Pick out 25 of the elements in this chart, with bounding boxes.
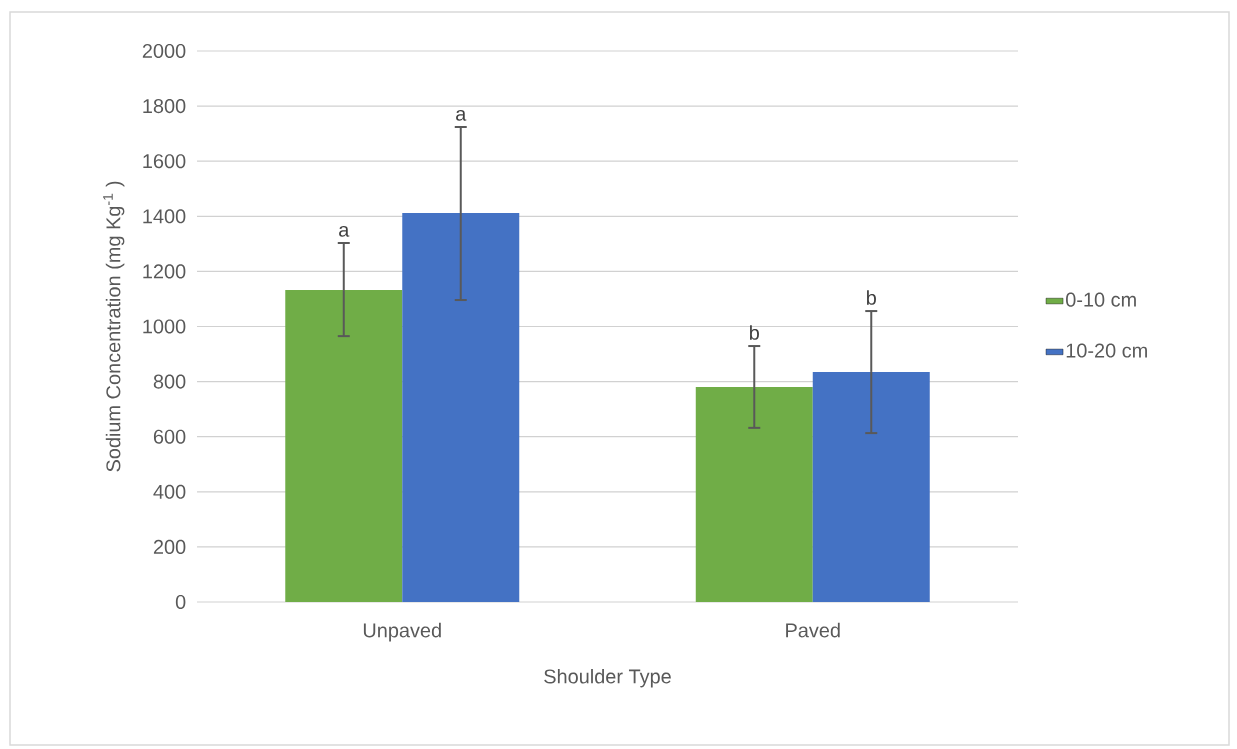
y-tick-label: 800	[153, 374, 186, 389]
y-tick-label: 1400	[143, 209, 186, 224]
x-tick-label: Paved	[786, 622, 840, 638]
y-tick-label: 400	[153, 484, 186, 499]
annotation: a	[456, 109, 467, 121]
y-tick-label: 1800	[143, 99, 186, 114]
bar	[402, 212, 520, 602]
y-tick-label: 600	[153, 429, 186, 444]
legend-label: 10-20 cm	[1066, 343, 1147, 358]
legend-label: 0-10 cm	[1066, 292, 1136, 307]
y-tick-label: 200	[153, 539, 186, 554]
y-axis-title: Sodium Concentration (mg Kg$^{-1}$ )	[103, 181, 125, 472]
y-tick-label: 1000	[143, 319, 186, 334]
x-axis-title: Shoulder Type	[544, 668, 671, 688]
bar	[812, 371, 930, 602]
x-tick-label: Unpaved	[363, 622, 441, 642]
y-tick-label: 1200	[143, 264, 186, 279]
y-tick-label: 1600	[143, 154, 186, 169]
annotation: b	[867, 290, 876, 305]
bar	[285, 290, 403, 602]
annotation: a	[339, 225, 350, 237]
annotation: b	[750, 325, 759, 340]
bar	[695, 387, 813, 602]
y-tick-label: 2000	[142, 43, 186, 59]
y-tick-label: 0	[175, 594, 186, 610]
